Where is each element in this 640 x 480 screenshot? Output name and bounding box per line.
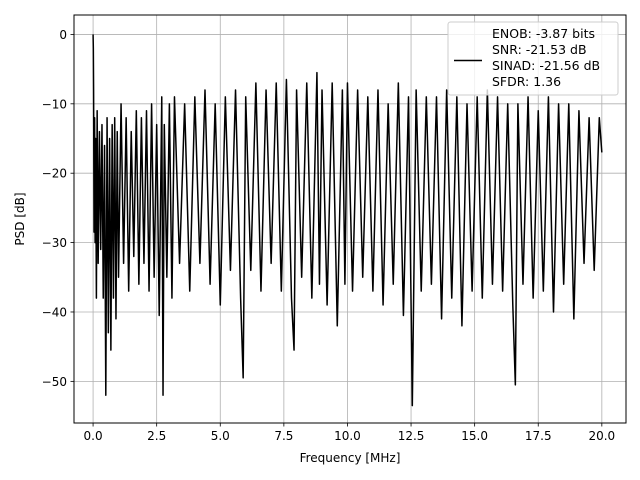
y-tick-label: −50 [42,375,67,389]
x-tick-label: 12.5 [398,429,425,443]
legend-entry-line: SNR: -21.53 dB [492,42,587,57]
series-group [92,34,603,407]
plot-frame [73,14,627,424]
y-tick-label: −40 [42,305,67,319]
psd-series-line [92,34,603,407]
x-tick-label: 0.0 [84,429,103,443]
legend-entry-line: SINAD: -21.56 dB [492,58,600,73]
x-tick-label: 10.0 [334,429,361,443]
x-tick-label: 5.0 [211,429,230,443]
ticks: 0.0 2.5 5.0 7.5 10.0 12.5 15.0 17.5 20.0 0 −10 −20 −… [42,28,616,443]
x-tick-label: 17.5 [525,429,552,443]
legend-entry-line: ENOB: -3.87 bits [492,26,595,41]
x-tick-label: 15.0 [461,429,488,443]
y-tick-label: −10 [42,97,67,111]
y-tick-label: −30 [42,236,67,250]
x-tick-label: 2.5 [147,429,166,443]
y-tick-label: −20 [42,167,67,181]
x-tick-label: 20.0 [588,429,615,443]
x-tick-label: 7.5 [274,429,293,443]
y-axis-label: PSD [dB] [13,192,27,245]
x-axis-label: Frequency [MHz] [300,451,401,465]
legend-box [447,21,619,96]
y-tick-label: 0 [59,28,67,42]
legend-entry-line: SFDR: 1.36 [492,74,561,89]
